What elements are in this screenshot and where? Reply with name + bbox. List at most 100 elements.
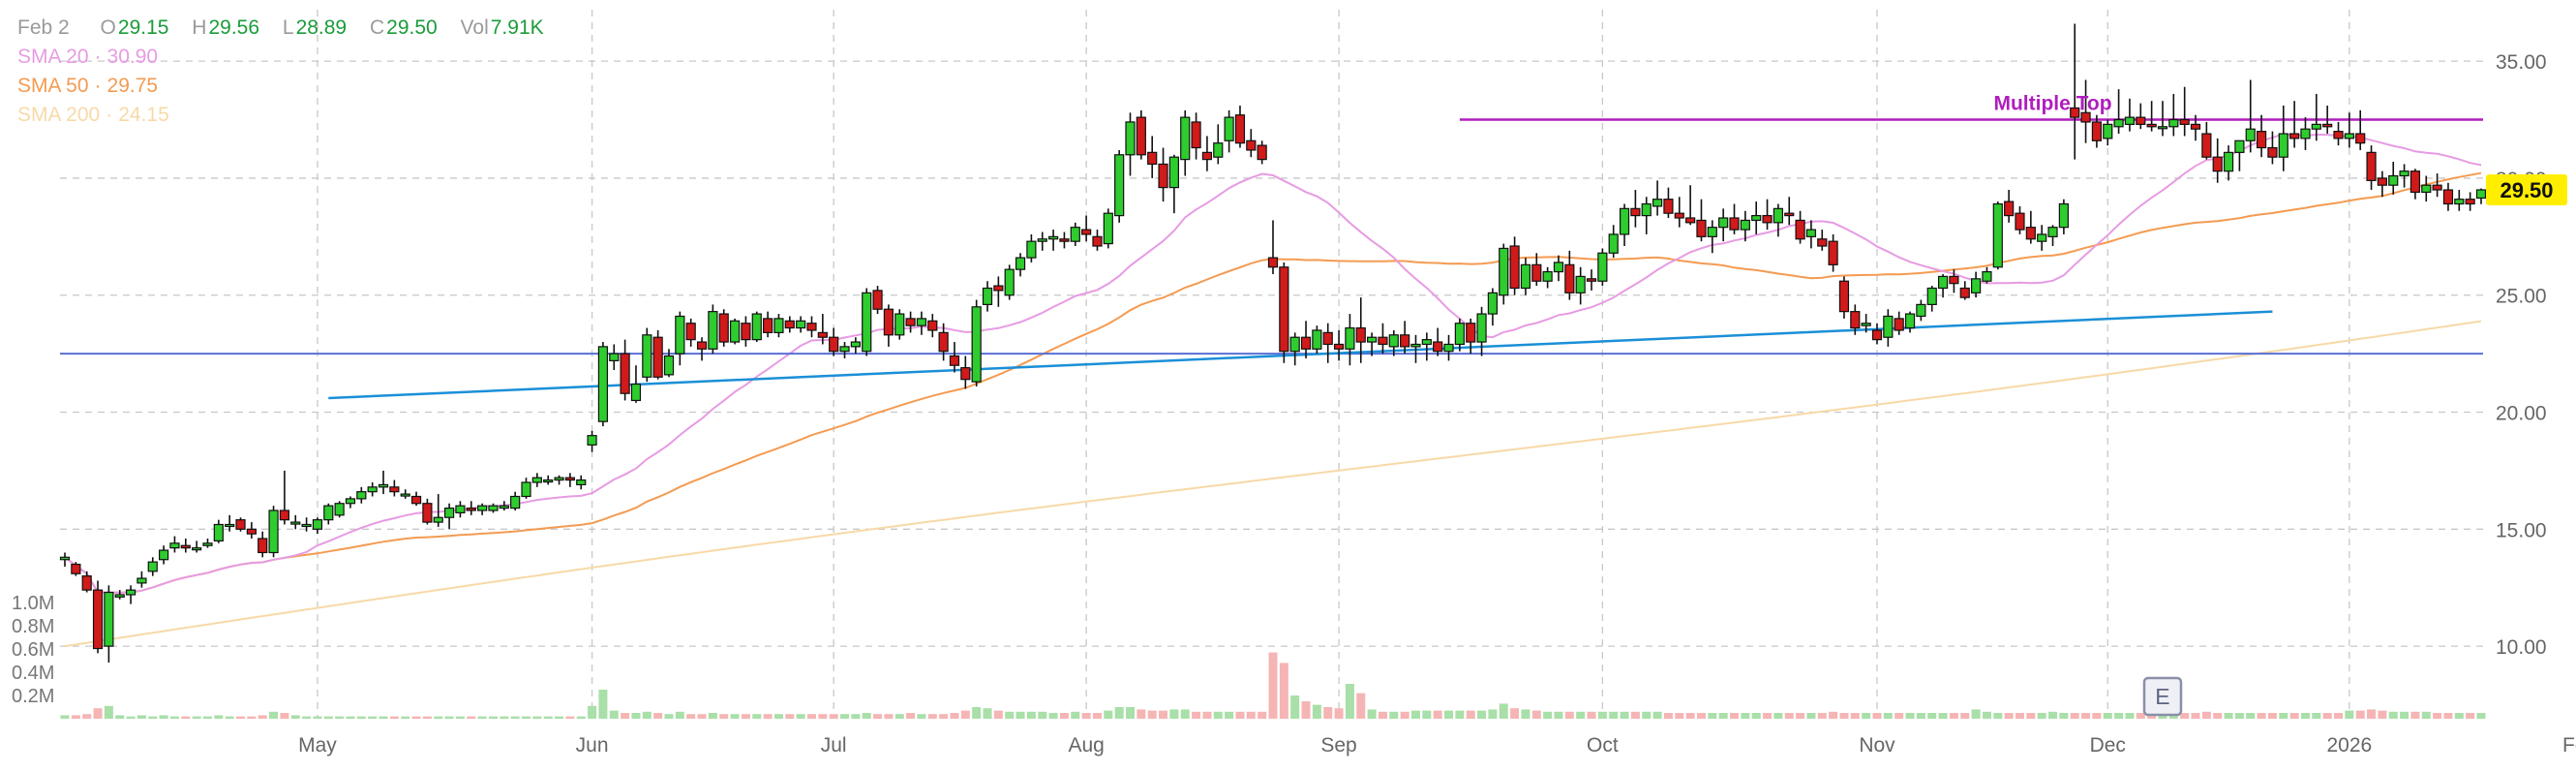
sma200-legend[interactable]: SMA 200 · 24.15 [17,104,169,126]
candle-body [1168,156,1179,189]
volume-bar [467,716,476,719]
volume-bar [2048,711,2058,719]
volume-bar [1059,713,1069,719]
sma50-label: SMA 50 [17,75,89,97]
price-tick-label: 15.00 [2496,519,2547,541]
candle-body [147,561,158,572]
candle-body [1136,116,1146,156]
volume-bar [1081,713,1091,719]
candle-body [1894,318,1904,331]
candle-body [1400,334,1410,348]
volume-bar [993,710,1003,719]
volume-bar [1400,711,1409,719]
candle-body [2344,133,2354,139]
candle-body [1103,212,1113,245]
volume-bar [806,714,816,719]
volume-bar [719,714,729,719]
earnings-icon [2142,676,2183,717]
candle-body [1345,326,1355,350]
candle-body [268,510,279,554]
candle-body [1652,199,1663,207]
candle-body [1059,238,1070,242]
volume-bar [1883,713,1893,719]
volume-bar [1345,684,1354,719]
candle-body [169,542,180,549]
sma20-legend[interactable]: SMA 20 · 30.90 [17,46,159,68]
volume-bar [1510,708,1520,719]
time-tick-label: Jul [821,734,847,757]
candle-body [1487,292,1499,315]
last-price-badge [2486,174,2567,206]
candle-body [630,383,642,402]
volume-bar [2345,710,2354,719]
candle-body [433,516,443,523]
candle-body [949,355,960,366]
sma50-value: 29.75 [106,75,159,97]
volume-bar [1741,713,1750,719]
chart-legend: Feb 2 O29.15 H29.56 L28.89 C29.50 Vol7.9… [17,14,561,130]
volume-bar [555,716,564,719]
volume-bar [1180,709,1190,719]
price-tick-label: 25.00 [2496,286,2547,308]
volume-bar [1663,713,1673,719]
volume-bar [653,713,663,719]
candle-body [1180,116,1191,161]
volume-bar [1114,707,1124,719]
volume-bar [2103,713,2112,719]
candle-body [1081,229,1092,235]
volume-bar [939,714,949,719]
candle-body [905,318,916,326]
candle-body [1959,287,1970,298]
candle-body [1015,257,1026,270]
sma50-legend[interactable]: SMA 50 · 29.75 [17,75,159,97]
time-tick-label: Jun [576,734,609,757]
volume-bar [1301,701,1311,719]
price-tick-label: 20.00 [2496,403,2547,425]
candle-body [2245,128,2256,141]
candle-body [1257,144,1267,161]
volume-bar [1773,713,1783,719]
candle-body [1191,121,1201,149]
volume-bar [1938,713,1948,719]
candle-body [499,505,509,510]
volume-bar [1334,708,1344,719]
volume-bar [2400,711,2409,719]
candle-body [543,479,554,483]
volume-bar [2059,713,2069,719]
candle-body [1289,336,1300,353]
volume-bar [1872,713,1882,719]
volume-bar [1268,652,1278,719]
candle-body [576,479,587,486]
candlesticks[interactable] [59,23,2487,664]
candle-body [2289,133,2300,139]
volume-bar [1609,711,1619,719]
candle-body [1762,214,1773,224]
candle-body [59,556,71,561]
candle-body [1509,245,1520,290]
candle-body [741,323,751,341]
candle-body [192,547,202,551]
volume-bar [389,716,399,719]
candle-body [1904,313,1916,329]
volume-bar [532,716,542,719]
volume-bar [2125,713,2135,719]
volume-bar [1587,711,1596,719]
volume-bar [1235,711,1245,719]
volume-bar [1246,711,1256,719]
candle-body [92,589,104,650]
sma200-value: 24.15 [118,104,169,126]
volume-bar [2257,713,2266,719]
high-value: 29.56 [208,16,260,39]
volume-bar [1796,713,1805,719]
volume-bar [323,716,333,719]
time-tick-label: Feb [2562,734,2576,757]
candle-body [1476,313,1487,343]
volume-bar [1312,704,1321,719]
volume-bar [785,714,795,719]
volume-bar [917,714,926,719]
candle-body [729,320,741,343]
candle-body [1597,252,1608,282]
volume-bar [1718,713,1728,719]
candle-body [2091,121,2103,141]
